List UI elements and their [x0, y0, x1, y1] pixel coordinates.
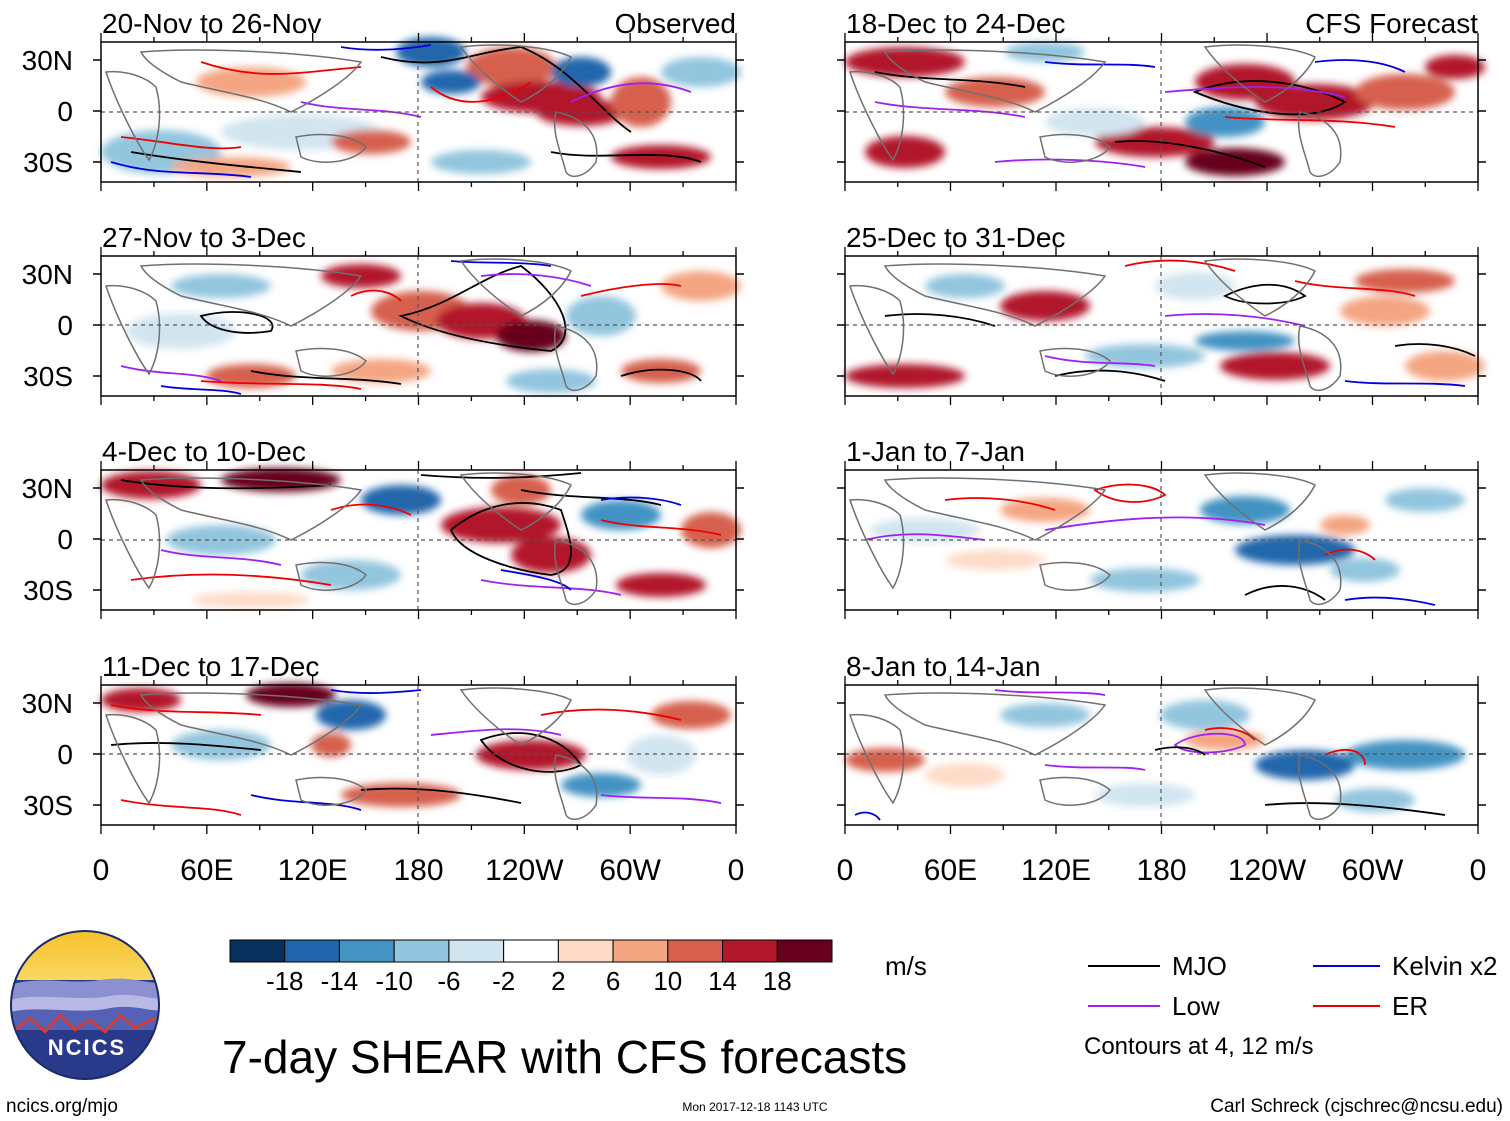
colorbar-swatch — [393, 939, 450, 963]
panel-title: 18-Dec to 24-Dec — [846, 8, 1065, 39]
colorbar-tick-label: -18 — [266, 966, 304, 996]
colorbar-tick-label: -10 — [375, 966, 413, 996]
map-panel-forecast-3 — [844, 469, 1479, 611]
lat-tick-label: 0 — [57, 739, 73, 770]
lat-tick-label: 0 — [57, 310, 73, 341]
lon-tick-label: 60W — [1342, 854, 1404, 887]
panel-title: 20-Nov to 26-Nov — [102, 8, 321, 39]
lat-tick-label: 0 — [57, 96, 73, 127]
lat-tick-label: 30N — [22, 688, 73, 719]
lon-tick-label: 60E — [180, 854, 233, 887]
colorbar-swatch — [667, 939, 724, 963]
legend: MJO Kelvin x2 Low ER — [1088, 951, 1498, 1021]
map-panel-forecast-1 — [844, 41, 1485, 183]
colorbar: -18 -14 -10 -6 -2 2 6 10 14 18 — [229, 939, 833, 996]
lat-tick-label: 0 — [57, 524, 73, 555]
panel-title: 4-Dec to 10-Dec — [102, 436, 306, 467]
lat-tick-label: 30S — [23, 147, 73, 178]
lon-tick-label: 0 — [93, 854, 110, 887]
colorbar-tick-label: 6 — [606, 966, 620, 996]
lon-tick-label: 180 — [1136, 854, 1186, 887]
lat-tick-label: 30S — [23, 575, 73, 606]
footer-right: Carl Schreck (cjschrec@ncsu.edu) — [1210, 1096, 1503, 1117]
colorbar-units: m/s — [885, 951, 927, 981]
colorbar-swatch — [612, 939, 669, 963]
colorbar-tick-label: -14 — [321, 966, 359, 996]
map-panel-observed-2 — [100, 255, 741, 397]
legend-label: Low — [1172, 991, 1220, 1021]
colorbar-tick-label: -2 — [492, 966, 515, 996]
colorbar-swatch — [229, 939, 286, 963]
footer-left: ncics.org/mjo — [6, 1096, 118, 1117]
colorbar-swatch — [284, 939, 340, 963]
map-panel-forecast-4 — [844, 684, 1479, 826]
lon-tick-label: 120E — [1021, 854, 1091, 887]
footer-center: Mon 2017-12-18 1143 UTC — [682, 1100, 828, 1114]
colorbar-swatch — [557, 939, 614, 963]
logo-text: NCICS — [48, 1035, 126, 1060]
colorbar-tick-label: 14 — [708, 966, 737, 996]
legend-note: Contours at 4, 12 m/s — [1084, 1033, 1313, 1060]
colorbar-swatch — [448, 939, 505, 963]
lon-tick-label: 60E — [924, 854, 977, 887]
map-panel-forecast-2 — [844, 255, 1485, 397]
map-panel-observed-3 — [100, 468, 741, 611]
lon-tick-label: 0 — [1470, 854, 1487, 887]
ncics-logo: NCICS — [10, 930, 160, 1080]
colorbar-tick-label: 2 — [551, 966, 565, 996]
legend-label: ER — [1392, 991, 1428, 1021]
lon-tick-label: 120W — [485, 854, 564, 887]
map-panel-observed-4 — [100, 683, 737, 826]
legend-label: Kelvin x2 — [1392, 951, 1498, 981]
lon-tick-label: 60W — [599, 854, 661, 887]
lon-tick-label: 0 — [837, 854, 854, 887]
colorbar-tick-label: -6 — [437, 966, 460, 996]
colorbar-tick-label: 10 — [653, 966, 682, 996]
panel-title: 8-Jan to 14-Jan — [846, 651, 1041, 682]
lon-tick-label: 120E — [278, 854, 348, 887]
colorbar-swatch — [503, 939, 559, 963]
colorbar-tick-label: 18 — [763, 966, 792, 996]
lat-tick-label: 30N — [22, 473, 73, 504]
lat-tick-label: 30N — [22, 45, 73, 76]
lat-tick-label: 30N — [22, 259, 73, 290]
lon-tick-label: 0 — [728, 854, 745, 887]
colorbar-swatch — [722, 939, 778, 963]
lat-tick-label: 30S — [23, 361, 73, 392]
colorbar-swatch — [338, 939, 395, 963]
panel-title: 11-Dec to 17-Dec — [102, 651, 319, 682]
forecast-label: CFS Forecast — [1305, 8, 1478, 39]
main-title: 7-day SHEAR with CFS forecasts — [222, 1031, 907, 1083]
observed-label: Observed — [615, 8, 736, 39]
lat-tick-label: 30S — [23, 790, 73, 821]
lon-tick-label: 180 — [393, 854, 443, 887]
lon-tick-label: 120W — [1228, 854, 1307, 887]
legend-label: MJO — [1172, 951, 1227, 981]
panel-title: 27-Nov to 3-Dec — [102, 222, 306, 253]
colorbar-swatch — [776, 939, 833, 963]
panel-title: 1-Jan to 7-Jan — [846, 436, 1025, 467]
map-panel-observed-1 — [100, 37, 741, 183]
panel-title: 25-Dec to 31-Dec — [846, 222, 1065, 253]
